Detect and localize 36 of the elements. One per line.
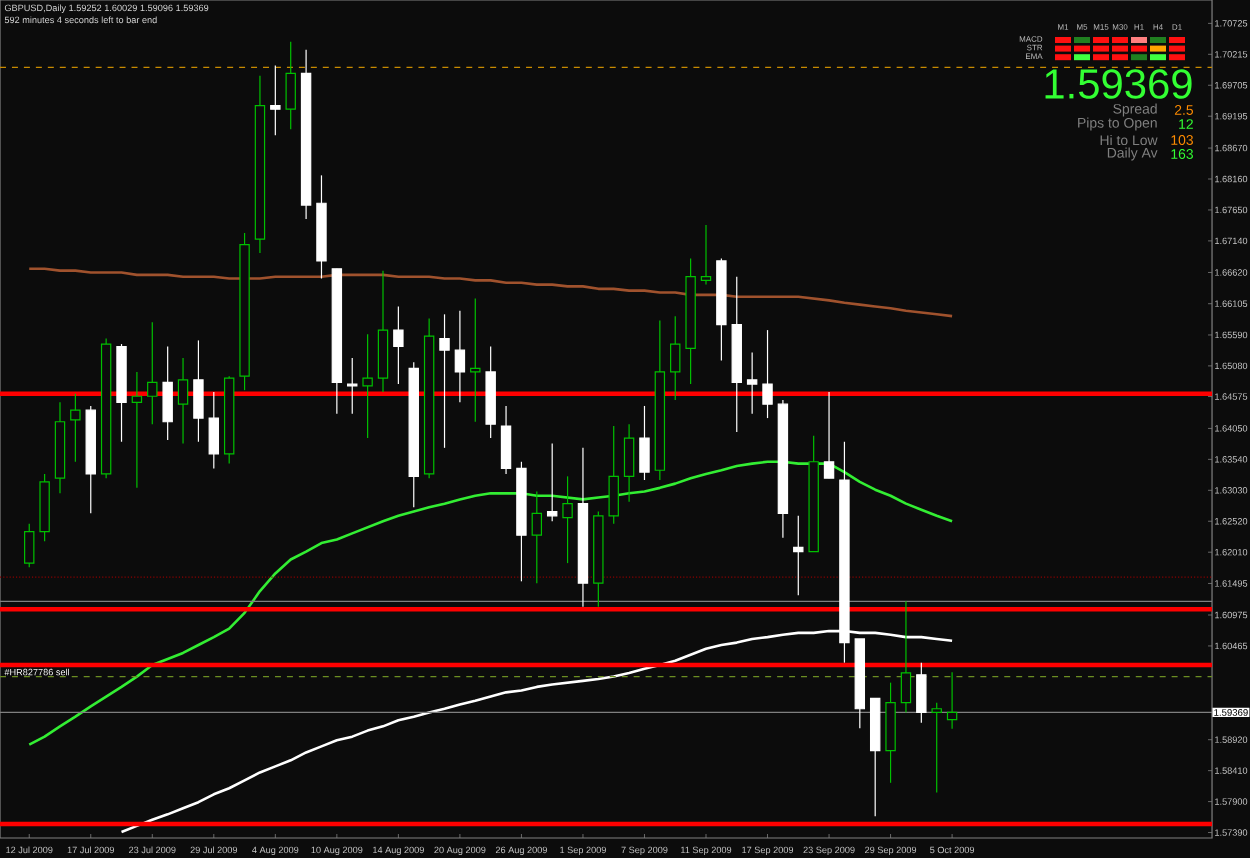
candlestick [24, 523, 35, 568]
candlestick [362, 333, 373, 439]
candlestick [885, 682, 896, 784]
candlestick [131, 371, 143, 489]
candlestick [670, 315, 681, 401]
candlestick [623, 423, 635, 503]
candlestick [393, 305, 404, 385]
candlestick [823, 391, 835, 479]
candlestick [470, 297, 481, 423]
candlestick [208, 391, 220, 470]
candlestick [285, 41, 296, 130]
candlestick [608, 425, 619, 525]
candlestick [377, 270, 389, 393]
candlestick [546, 442, 558, 522]
candlestick [193, 339, 204, 443]
candlestick [700, 224, 712, 286]
candlestick [931, 702, 942, 794]
candlestick [746, 351, 758, 415]
candlestick [531, 490, 543, 584]
candlestick [900, 600, 912, 713]
candlestick [270, 64, 281, 136]
candlestick [162, 345, 173, 441]
candlestick [639, 405, 650, 481]
candlestick [916, 662, 927, 724]
candlestick [177, 357, 189, 445]
candlestick [946, 671, 958, 730]
candlestick [454, 310, 466, 403]
candlestick [439, 313, 450, 449]
candlestick [793, 515, 804, 596]
candlestick [762, 329, 773, 419]
candlestick [562, 475, 573, 564]
candlestick [70, 393, 81, 463]
candlestick [500, 405, 512, 475]
text: 1.59369 [1045, 69, 1192, 99]
candlestick [147, 321, 158, 425]
candlestick [347, 357, 358, 415]
